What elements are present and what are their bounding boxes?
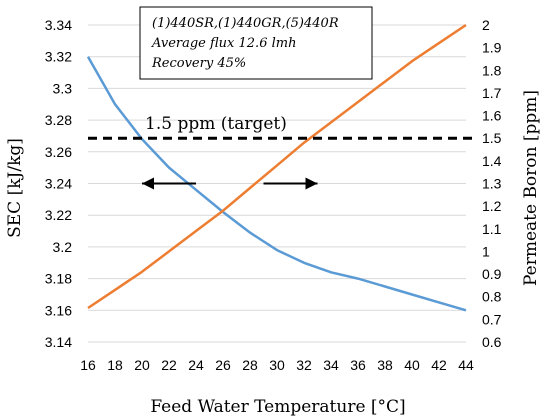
series-layer xyxy=(86,23,467,312)
y-left-tick-label: 3.18 xyxy=(45,271,72,287)
x-tick-label: 18 xyxy=(107,357,123,373)
x-tick-labels: 16 18 20 22 24 26 28 30 32 34 36 38 40 42 44 xyxy=(80,357,474,373)
y-left-tick-label: 3.22 xyxy=(45,207,72,223)
x-tick-label: 20 xyxy=(134,357,150,373)
y-right-tick-label: 1.7 xyxy=(482,85,502,101)
y-left-tick-label: 3.3 xyxy=(53,80,73,96)
y-left-tick-label: 3.26 xyxy=(45,144,72,160)
x-tick-label: 24 xyxy=(188,357,204,373)
x-tick-label: 32 xyxy=(296,357,312,373)
y-right-tick-label: 1 xyxy=(482,243,490,259)
y-right-tick-label: 1.1 xyxy=(482,221,502,237)
arrow-head xyxy=(305,177,318,190)
x-tick-label: 38 xyxy=(377,357,393,373)
series-line-sec xyxy=(86,56,467,312)
y-right-tick-label: 1.3 xyxy=(482,176,502,192)
y-right-tick-labels: 0.6 0.7 0.8 0.9 1 1.1 1.2 1.3 1.4 1.5 1.6 1.7 1.8 1.9… xyxy=(482,17,502,350)
y-right-axis-title: Permeate Boron [ppm] xyxy=(521,90,541,286)
arrows-layer xyxy=(142,177,318,190)
target-layer: 1.5 ppm (target) xyxy=(88,114,472,140)
y-right-tick-label: 0.9 xyxy=(482,266,502,282)
target-label: 1.5 ppm (target) xyxy=(145,114,287,134)
y-left-tick-labels: 3.14 3.16 3.18 3.2 3.22 3.24 3.26 3.28 3.3 3.32 3.… xyxy=(45,17,72,350)
annotation-line-3: Recovery 45% xyxy=(151,56,246,71)
annotation-line-1: (1)440SR,(1)440GR,(5)440R xyxy=(152,16,339,31)
y-right-tick-label: 1.4 xyxy=(482,153,502,169)
x-tick-label: 28 xyxy=(242,357,258,373)
x-tick-label: 26 xyxy=(215,357,231,373)
y-right-tick-label: 1.2 xyxy=(482,198,502,214)
y-left-tick-label: 3.2 xyxy=(53,239,73,255)
y-left-tick-label: 3.28 xyxy=(45,112,72,128)
x-tick-label: 40 xyxy=(404,357,420,373)
y-left-tick-label: 3.24 xyxy=(45,176,72,192)
x-tick-label: 16 xyxy=(80,357,96,373)
y-right-tick-label: 0.7 xyxy=(482,311,502,327)
series-line-boron xyxy=(87,23,467,310)
y-right-tick-label: 2 xyxy=(482,17,490,33)
y-right-tick-label: 0.8 xyxy=(482,289,502,305)
y-right-tick-label: 1.5 xyxy=(482,130,502,146)
y-right-tick-label: 1.8 xyxy=(482,62,502,78)
x-axis-title: Feed Water Temperature [°C] xyxy=(150,397,405,417)
y-left-tick-label: 3.34 xyxy=(45,17,72,33)
y-left-tick-label: 3.16 xyxy=(45,302,72,318)
x-tick-label: 44 xyxy=(458,357,474,373)
x-tick-label: 42 xyxy=(431,357,447,373)
x-tick-label: 30 xyxy=(269,357,285,373)
x-tick-label: 22 xyxy=(161,357,177,373)
arrow-head xyxy=(142,177,154,190)
y-right-tick-label: 1.9 xyxy=(482,40,502,56)
annotation-line-2: Average flux 12.6 lmh xyxy=(151,36,296,51)
x-tick-label: 36 xyxy=(350,357,366,373)
direction-arrow xyxy=(263,177,318,190)
y-left-axis-title: SEC [kJ/kg] xyxy=(5,138,25,238)
y-left-tick-label: 3.32 xyxy=(45,49,72,65)
direction-arrow xyxy=(142,177,196,190)
y-right-tick-label: 0.6 xyxy=(482,334,502,350)
annotation-box: (1)440SR,(1)440GR,(5)440R Average flux 1… xyxy=(139,6,373,80)
y-right-tick-label: 1.6 xyxy=(482,108,502,124)
x-tick-label: 34 xyxy=(323,357,339,373)
y-left-tick-label: 3.14 xyxy=(45,334,72,350)
